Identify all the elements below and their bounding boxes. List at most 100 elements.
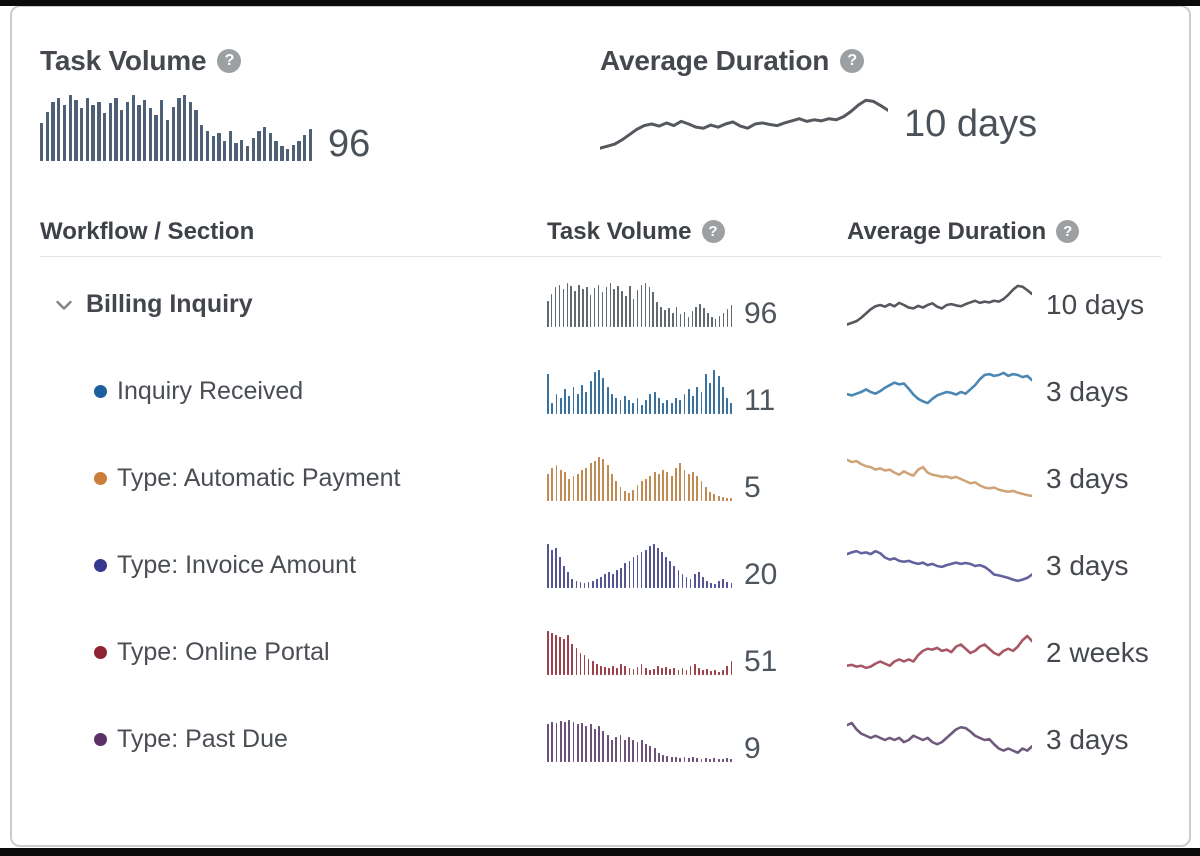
window-bottom-edge (0, 848, 1200, 856)
sparkline-bar (194, 109, 198, 161)
sparkline-bar (644, 667, 647, 675)
sparkline-bar (687, 474, 690, 501)
sparkline-bar (251, 137, 255, 161)
help-icon[interactable]: ? (217, 49, 242, 73)
sparkline-bar (555, 465, 558, 501)
sparkline-bar (669, 669, 672, 675)
sparkline-bar (217, 133, 221, 161)
sparkline-bar (597, 284, 600, 327)
sparkline-bar (74, 100, 78, 161)
sparkline-bar (165, 120, 170, 161)
sparkline-bar (547, 300, 549, 327)
sparkline-bar (696, 476, 699, 501)
step-bullet-icon (94, 733, 107, 746)
sparkline-bar (662, 469, 665, 501)
sparkline-bar (551, 467, 554, 501)
sparkline-bar (91, 104, 95, 161)
sparkline-bar (595, 578, 598, 588)
average-duration-cell: 10 days (847, 280, 1161, 330)
sparkline-bar (551, 721, 554, 762)
sparkline-bar (670, 402, 673, 414)
sparkline-bar (567, 634, 570, 675)
help-icon[interactable]: ? (840, 49, 865, 73)
volume-value: 20 (744, 558, 778, 591)
sparkline-bar (62, 104, 67, 161)
sparkline-bar (623, 395, 626, 414)
volume-sparkline (547, 630, 733, 675)
sparkline-bar (620, 567, 623, 588)
duration-value: 3 days (1046, 723, 1129, 755)
workflow-row[interactable]: Type: Past Due 9 3 days (40, 696, 1161, 783)
sparkline-bar (709, 759, 711, 762)
sparkline-bar (689, 665, 692, 675)
sparkline-bar (576, 474, 579, 501)
sparkline-bar (559, 398, 562, 414)
sparkline-bar (628, 400, 630, 414)
sparkline-bar (572, 387, 575, 414)
sparkline-bar (653, 748, 656, 762)
sparkline-bar (57, 98, 61, 161)
sparkline-bar (562, 289, 565, 327)
sparkline-bar (689, 578, 692, 588)
duration-sparkline (847, 454, 1032, 504)
sparkline-bar (564, 471, 566, 501)
sparkline-bar (257, 131, 261, 161)
workflow-row[interactable]: Type: Online Portal 51 2 weeks (40, 609, 1161, 696)
sparkline-bar (572, 476, 575, 501)
sparkline-bar (628, 492, 630, 501)
workflow-row[interactable]: Type: Invoice Amount 20 3 days (40, 522, 1161, 609)
row-label-text: Inquiry Received (117, 377, 304, 405)
sparkline-bar (602, 378, 605, 414)
sparkline-bar (730, 583, 733, 588)
sparkline-bar (576, 724, 579, 762)
sparkline-bar (722, 578, 725, 588)
sparkline-bar (563, 565, 565, 588)
help-icon[interactable]: ? (1056, 220, 1080, 243)
average-duration-title: Average Duration ? (600, 45, 1161, 77)
sparkline-bar (687, 389, 690, 414)
workflow-row[interactable]: Inquiry Received 11 3 days (40, 348, 1161, 435)
sparkline-bar (701, 670, 704, 675)
sparkline-bar (609, 282, 612, 327)
sparkline-bar (685, 576, 688, 588)
sparkline-bar (585, 726, 588, 762)
duration-value: 10 days (1046, 288, 1145, 320)
sparkline-bar (675, 306, 678, 327)
sparkline-bar (662, 754, 665, 762)
workflow-row[interactable]: Billing Inquiry 96 10 days (40, 261, 1161, 348)
sparkline-bar (717, 496, 720, 501)
help-icon[interactable]: ? (701, 220, 725, 243)
sparkline-bar (685, 670, 688, 675)
sparkline-bar (652, 292, 654, 327)
sparkline-bar (619, 400, 622, 414)
sparkline-bar (713, 494, 716, 501)
sparkline-bar (661, 552, 663, 588)
sparkline-bar (721, 758, 724, 762)
sparkline-bar (51, 101, 55, 161)
chevron-down-icon[interactable] (52, 293, 76, 317)
sparkline-bar (683, 312, 686, 327)
workflow-row[interactable]: Type: Automatic Payment 5 3 days (40, 435, 1161, 522)
sparkline-bar (240, 139, 244, 161)
volume-value: 51 (744, 645, 778, 678)
sparkline-bar (572, 721, 575, 762)
sparkline-bar (699, 303, 701, 327)
sparkline-bar (604, 574, 606, 588)
sparkline-bar (589, 380, 592, 414)
sparkline-bar (568, 478, 571, 501)
average-duration-cell: 3 days (847, 715, 1161, 765)
sparkline-bar (211, 135, 215, 161)
sparkline-bar (692, 395, 694, 414)
sparkline-bar (575, 648, 578, 675)
sparkline-bar (653, 391, 656, 414)
volume-value: 5 (744, 471, 761, 504)
sparkline-bar (102, 113, 107, 161)
sparkline-bar (726, 665, 729, 675)
sparkline-bar (632, 402, 635, 414)
sparkline-bar (623, 490, 626, 501)
sparkline-bar (710, 583, 712, 588)
sparkline-bar (585, 467, 588, 501)
duration-sparkline (847, 280, 1032, 330)
sparkline-bar (681, 574, 684, 588)
sparkline-bar (182, 95, 187, 161)
